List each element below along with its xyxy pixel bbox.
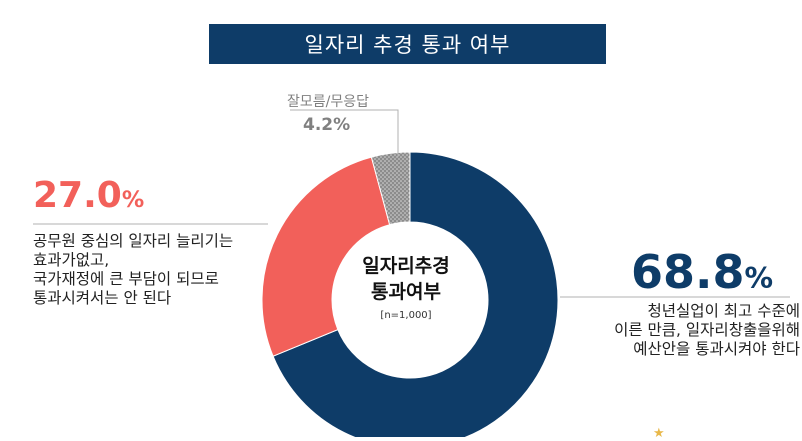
- dontknow-percent: 4.2%: [303, 115, 351, 135]
- center-title-line: 통과여부: [371, 281, 441, 303]
- oppose-description-line: 공무원 중심의 일자리 늘리기는: [33, 232, 234, 250]
- slice-dontknow: [370, 151, 411, 226]
- leader-lines: [33, 109, 790, 298]
- pass-description-line: 이른 만큼, 일자리창출을위해: [614, 321, 800, 339]
- slice-pass: [272, 151, 559, 437]
- pass-description: 청년실업이 최고 수준에 이른 만큼, 일자리창출을위해 예산안을 통과시켜야 …: [550, 302, 800, 359]
- center-title-line: 일자리추경: [362, 255, 450, 277]
- slice-oppose: [261, 156, 391, 357]
- donut-slices: [261, 151, 559, 437]
- donut-center-label: 일자리추경 통과여부 [n=1,000]: [336, 253, 476, 321]
- oppose-description-line: 통과시켜서는 안 된다: [33, 289, 172, 307]
- oppose-description: 공무원 중심의 일자리 늘리기는 효과가없고, 국가재정에 큰 부담이 되므로 …: [33, 232, 233, 308]
- pass-description-line: 청년실업이 최고 수준에: [647, 302, 800, 320]
- pass-percent: 68.8%: [631, 245, 774, 299]
- oppose-percent: 27.0%: [33, 175, 145, 216]
- pass-description-line: 예산안을 통과시켜야 한다: [633, 340, 800, 358]
- sample-size: [n=1,000]: [380, 310, 432, 321]
- dontknow-label: 잘모름/무응답: [287, 94, 369, 110]
- brand-logo: ★: [653, 426, 667, 441]
- leader-line-dontknow: [290, 109, 399, 157]
- oppose-description-line: 국가재정에 큰 부담이 되므로: [33, 270, 219, 288]
- chart-title: 일자리 추경 통과 여부: [209, 24, 606, 64]
- oppose-description-line: 효과가없고,: [33, 251, 110, 269]
